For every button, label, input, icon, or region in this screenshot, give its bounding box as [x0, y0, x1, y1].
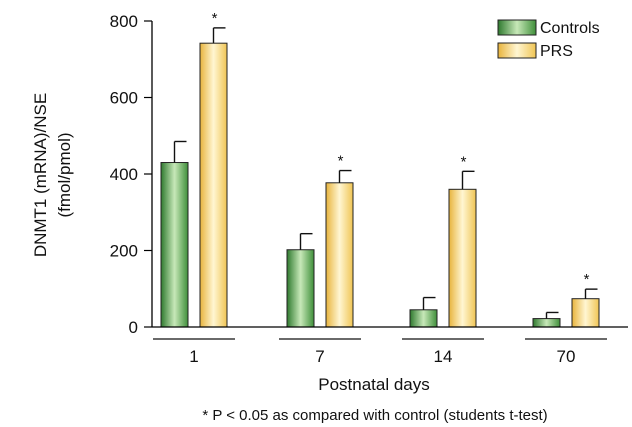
significance-marker: * — [338, 153, 344, 170]
legend-label-prs: PRS — [540, 43, 573, 60]
x-axis-title: Postnatal days — [318, 375, 430, 394]
x-tick-label: 14 — [434, 347, 453, 366]
legend-swatch-controls — [497, 19, 537, 36]
bar-controls-7 — [286, 249, 315, 328]
bar-prs-14 — [448, 188, 477, 328]
y-tick-label: 600 — [110, 89, 138, 108]
legend-label-controls: Controls — [540, 20, 600, 37]
x-tick-label: 7 — [315, 347, 324, 366]
significance-marker: * — [584, 271, 590, 288]
bar-prs-1 — [199, 42, 228, 328]
x-axis: 1 7 14 70 — [152, 326, 628, 366]
legend-swatch-prs — [497, 42, 537, 59]
legend: Controls PRS — [497, 19, 600, 60]
x-tick-label: 1 — [189, 347, 198, 366]
significance-marker: * — [461, 153, 467, 170]
y-tick-label: 0 — [129, 318, 138, 337]
y-tick-label: 200 — [110, 242, 138, 261]
bar-controls-1 — [160, 162, 189, 328]
bar-prs-70 — [571, 298, 600, 328]
y-tick-label: 400 — [110, 165, 138, 184]
y-axis-title-line1: DNMT1 (mRNA)/NSE — [31, 93, 50, 257]
significance-marker: * — [212, 10, 218, 27]
bar-controls-14 — [409, 309, 438, 328]
footnote: * P < 0.05 as compared with control (stu… — [202, 407, 547, 424]
x-tick-label: 70 — [557, 347, 576, 366]
y-tick-label: 800 — [110, 12, 138, 31]
bar-prs-7 — [325, 182, 354, 328]
bars: * * * * — [160, 10, 600, 328]
y-axis: 0 200 400 600 800 — [110, 12, 153, 337]
bar-controls-70 — [532, 318, 561, 328]
y-axis-title-line2: (fmol/pmol) — [55, 132, 74, 217]
